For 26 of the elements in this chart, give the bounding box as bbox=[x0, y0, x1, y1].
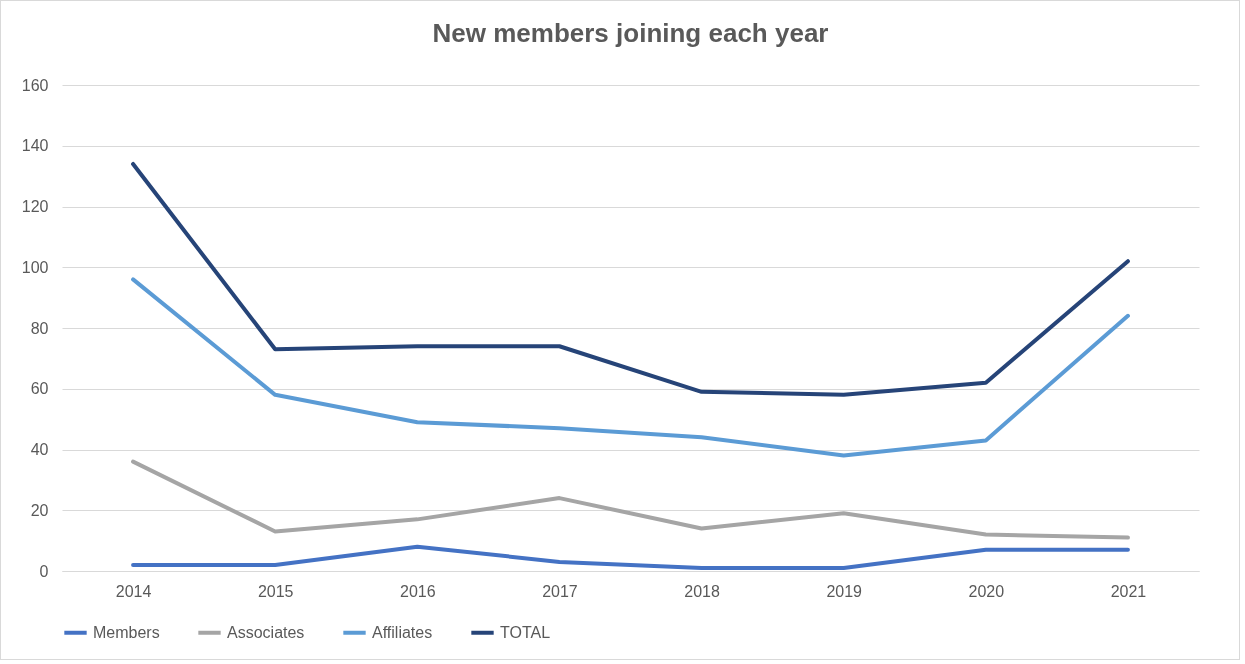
y-tick-label: 20 bbox=[30, 501, 49, 519]
y-tick-label: 40 bbox=[30, 441, 49, 458]
legend-label: TOTAL bbox=[500, 623, 551, 641]
x-tick-label: 2016 bbox=[400, 582, 436, 600]
y-tick-label: 60 bbox=[30, 380, 49, 398]
x-tick-label: 2015 bbox=[257, 582, 294, 600]
y-tick-label: 0 bbox=[39, 562, 49, 580]
y-tick-label: 100 bbox=[21, 258, 49, 276]
y-tick-label: 80 bbox=[30, 319, 49, 337]
x-tick-label: 2020 bbox=[968, 582, 1005, 600]
line-series bbox=[131, 544, 1130, 570]
x-tick-label: 2018 bbox=[684, 582, 720, 600]
legend-label: Affiliates bbox=[372, 623, 433, 641]
legend-label: Members bbox=[93, 623, 160, 641]
x-tick-label: 2017 bbox=[542, 582, 578, 600]
x-tick-label: 2019 bbox=[826, 582, 863, 600]
line-series bbox=[131, 277, 1130, 458]
y-tick-label: 160 bbox=[21, 76, 49, 94]
x-tick-label: 2021 bbox=[1110, 582, 1147, 600]
y-tick-label: 120 bbox=[21, 198, 49, 215]
x-tick-label: 2014 bbox=[115, 582, 152, 600]
line-series bbox=[131, 161, 1130, 397]
legend-label: Associates bbox=[227, 623, 305, 641]
line-series bbox=[131, 459, 1130, 540]
chart-title: New members joining each year bbox=[432, 18, 829, 48]
y-tick-label: 140 bbox=[21, 137, 49, 155]
